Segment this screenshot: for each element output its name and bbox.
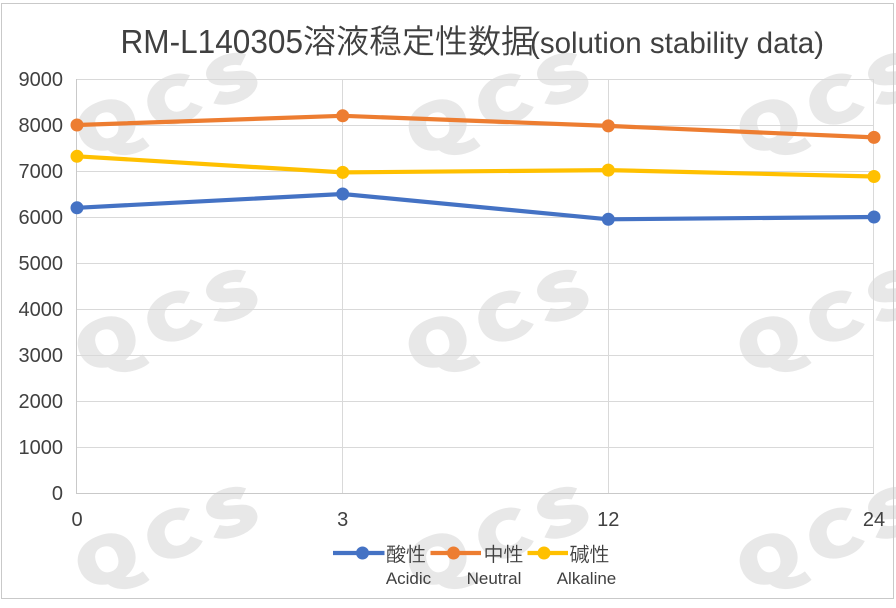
svg-text:1000: 1000 [19,437,64,459]
svg-text:3: 3 [337,509,348,531]
svg-text:24: 24 [863,509,885,531]
svg-text:5000: 5000 [19,253,64,275]
svg-text:0: 0 [52,483,63,505]
svg-text:4000: 4000 [19,299,64,321]
svg-text:3000: 3000 [19,345,64,367]
svg-text:(solution stability data): (solution stability data) [530,27,824,60]
svg-text:8000: 8000 [19,115,64,137]
svg-text:Acidic: Acidic [386,569,432,588]
svg-text:RM-L140305: RM-L140305 [121,23,304,60]
svg-text:Alkaline: Alkaline [557,569,617,588]
svg-text:0: 0 [71,509,82,531]
svg-text:6000: 6000 [19,207,64,229]
svg-text:2000: 2000 [19,391,64,413]
svg-text:7000: 7000 [19,161,64,183]
svg-text:12: 12 [597,509,619,531]
svg-text:Neutral: Neutral [467,569,522,588]
svg-text:9000: 9000 [19,69,64,91]
